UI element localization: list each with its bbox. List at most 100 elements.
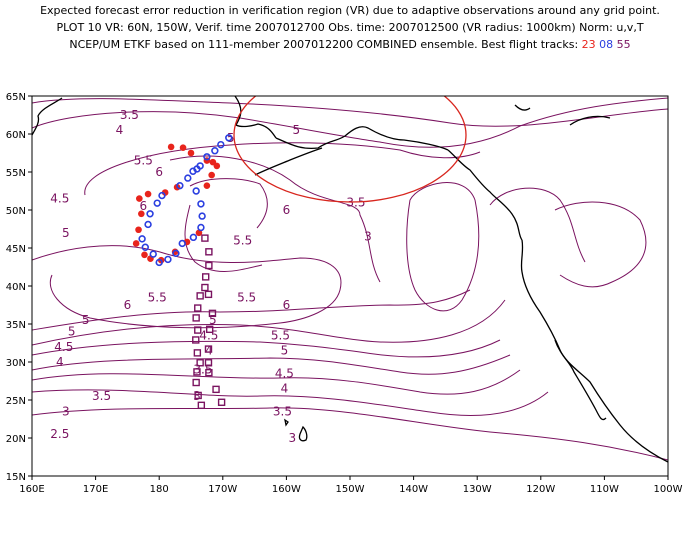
contour-line [32,369,521,395]
lon-tick-label: 110W [590,484,619,495]
lat-tick-label: 60N [6,130,26,141]
lon-tick-label: 170W [208,484,237,495]
track-08-point [203,153,211,161]
contour-label: 6 [124,298,132,312]
track-55-point [196,359,204,367]
contour-label: 4.5 [275,366,294,380]
track-08-point [197,200,205,208]
contour-label: 5 [82,313,90,327]
track-55-point [194,326,202,334]
track-23-point [161,189,169,196]
coastline-segment [447,149,523,241]
contour-line [84,142,481,196]
flight-track-08-label: 08 [599,38,614,51]
contour-label: 3 [289,431,297,445]
lat-tick-label: 20N [6,434,26,445]
track-23-point [208,171,215,179]
track-23-point [203,182,211,189]
track-08-point [217,140,225,149]
track-08-point [149,250,157,258]
track-23-point [135,226,142,234]
contour-line [406,182,480,312]
coastlines [32,96,668,463]
contour-line [32,98,668,127]
lat-tick-label: 35N [6,320,26,331]
contour-label: 5 [62,226,70,240]
track-08-point [138,235,146,243]
map-title-line-2: PLOT 10 VR: 60N, 150W, Verif. time 20070… [56,21,644,34]
contour-label: 5.5 [271,328,290,342]
contour-line [489,187,586,263]
track-23-point [167,143,175,151]
verification-region-circle [233,96,467,203]
contour-label: 3 [62,404,70,418]
track-08-point [141,243,149,251]
lon-tick-label: 120W [526,484,555,495]
map-title-line-1: Expected forecast error reduction in ver… [40,4,660,17]
contour-line [32,407,668,461]
coastline-segment [554,339,607,421]
lat-tick-label: 25N [6,396,26,407]
longitude-axis: 160E 170E 180 170W 160W 150W 140W 130W 120W 110W 1… [19,476,683,495]
lon-tick-label: 160E [19,484,44,495]
track-08-point [164,255,172,264]
contour-line [32,245,342,329]
contour-line [554,201,647,288]
flight-track-55-label: 55 [616,38,631,51]
contour-label: 3 [364,230,372,244]
track-55-point [205,248,213,256]
track-55-point [193,368,201,376]
track-08-point [225,134,233,142]
track-55-point [194,391,202,400]
lat-tick-label: 55N [6,168,26,179]
latitude-axis: 15N 20N 25N 30N 35N 40N 45N 50N 55N 60N 65N [6,92,32,483]
track-55-point [208,309,217,318]
contour-line [32,354,511,375]
contour-line [32,299,506,346]
contour-label: 4 [281,382,289,396]
lat-tick-label: 45N [6,244,26,255]
contour-label: 4.5 [199,328,218,342]
map-title-line-3: NCEP/UM ETKF based on 111-member 2007012… [0,38,700,51]
contour-line [32,97,668,148]
lon-tick-label: 180 [150,484,169,495]
contour-label: 5.5 [233,233,252,247]
contour-label: 5.5 [237,290,256,304]
flight-tracks [132,134,233,410]
contour-lines [32,97,668,461]
contour-label: 6 [283,298,291,312]
coastline-segment [569,115,611,126]
contour-label: 5.5 [148,290,167,304]
contour-line [32,389,549,416]
lat-tick-label: 50N [6,206,26,217]
coastline-segment [298,425,308,442]
track-23-point [132,240,140,247]
contour-label: 6 [139,199,147,213]
track-08-point [155,258,163,267]
contour-label: 3.5 [120,108,139,122]
track-08-point [197,223,205,232]
track-23-point [144,190,152,198]
track-55-point [197,401,206,410]
track-23-point [141,251,148,259]
track-55-point [196,292,204,300]
track-08-point [158,191,166,200]
track-55-point [212,385,220,394]
contour-line [184,204,263,272]
track-08-point [189,167,197,175]
track-08-point [211,147,219,155]
contour-label: 5 [209,313,217,327]
contour-label: 6 [283,203,291,217]
track-08-point [172,249,180,258]
contour-label: 6 [155,165,163,179]
contour-label: 5 [227,131,235,145]
track-55-point [204,359,213,367]
track-55-point [192,314,200,322]
map-background [32,96,668,476]
flight-track-23-label: 23 [581,38,596,51]
track-55-point [205,368,213,377]
track-08-point [184,174,192,182]
contour-label: 4 [205,344,213,358]
track-08-point [198,212,206,220]
